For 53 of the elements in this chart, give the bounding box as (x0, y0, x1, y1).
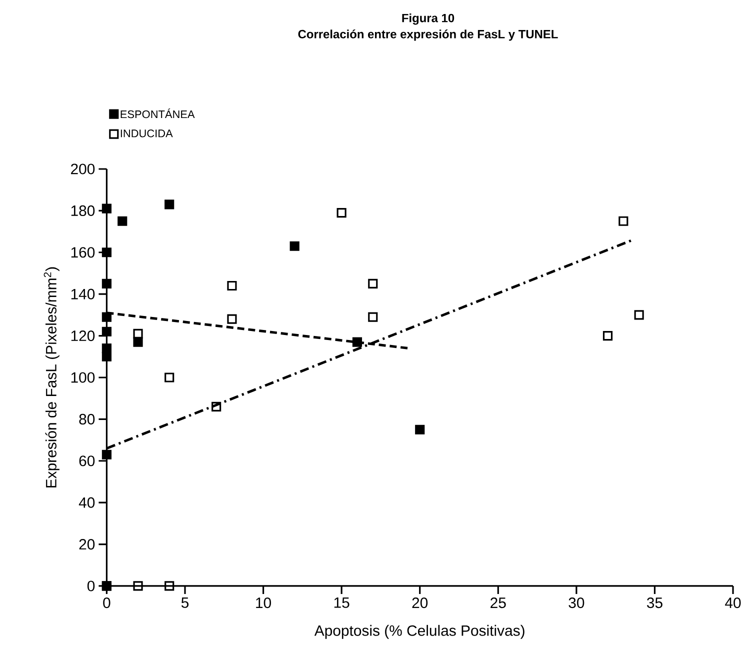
point (212, 402, 222, 412)
y-tick-label: 60 (79, 456, 95, 466)
chart-subtitle: Correlación entre expresión de FasL y TUNEL (298, 30, 558, 41)
x-tick-label: 35 (646, 598, 662, 608)
x-tick-label: 20 (412, 598, 428, 608)
point (164, 581, 174, 591)
point (133, 328, 143, 338)
point (368, 278, 378, 288)
x-tick-label: 10 (256, 598, 271, 608)
legend-label: ESPONTÁNEA (120, 108, 195, 118)
x-axis-title: Apoptosis (% Celulas Positivas) (314, 624, 524, 639)
point (618, 216, 628, 226)
x-tick-label: 15 (334, 598, 350, 608)
point (102, 312, 112, 322)
y-tick-label: 160 (71, 247, 95, 258)
point (227, 280, 237, 291)
x-tick-label: 30 (568, 598, 584, 608)
point (602, 330, 613, 341)
y-tick-label: 100 (71, 372, 95, 383)
point (336, 208, 346, 218)
x-tick-label: 5 (181, 598, 189, 608)
point (102, 343, 112, 354)
point (415, 424, 425, 434)
y-tick-label: 0 (87, 580, 95, 592)
y-axis-title: Expresión de FasL (Pixeles/mm$^{2}$) (44, 267, 60, 488)
chart-title: Figura 10 (402, 14, 454, 25)
point (118, 216, 128, 226)
legend-label: INDUCIDA (120, 130, 173, 138)
point (164, 372, 174, 382)
point (164, 200, 174, 210)
point (227, 314, 237, 324)
y-tick-label: 140 (71, 288, 95, 300)
point (102, 204, 112, 214)
x-tick-label: 0 (103, 598, 110, 608)
point (133, 581, 143, 591)
point (634, 310, 644, 320)
point (102, 352, 112, 362)
point (102, 278, 112, 288)
point (352, 337, 362, 347)
point (133, 337, 143, 347)
y-tick-label: 120 (71, 330, 95, 342)
point (368, 312, 378, 322)
y-tick-label: 180 (71, 205, 95, 216)
y-tick-label: 200 (71, 164, 95, 174)
y-tick-label: 20 (79, 538, 95, 550)
point (102, 248, 112, 258)
point (290, 241, 300, 251)
x-tick-label: 40 (725, 598, 741, 608)
y-tick-label: 40 (78, 497, 95, 508)
y-tick-label: 80 (79, 414, 95, 424)
point (102, 326, 112, 336)
point (102, 450, 112, 460)
x-tick-label: 25 (490, 598, 506, 608)
